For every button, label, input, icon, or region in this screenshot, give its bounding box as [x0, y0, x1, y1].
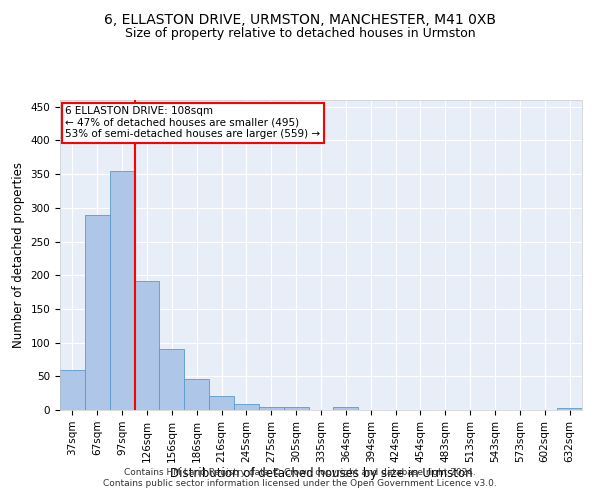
Bar	[209, 396, 234, 410]
Bar	[134, 282, 160, 410]
Bar	[334, 408, 358, 410]
Bar	[284, 408, 308, 410]
Bar	[160, 348, 184, 410]
Bar	[184, 379, 209, 410]
Text: Contains HM Land Registry data © Crown copyright and database right 2024.
Contai: Contains HM Land Registry data © Crown c…	[103, 468, 497, 487]
Bar	[259, 408, 284, 410]
Bar	[110, 172, 134, 410]
Text: 6, ELLASTON DRIVE, URMSTON, MANCHESTER, M41 0XB: 6, ELLASTON DRIVE, URMSTON, MANCHESTER, …	[104, 12, 496, 26]
Text: 6 ELLASTON DRIVE: 108sqm
← 47% of detached houses are smaller (495)
53% of semi-: 6 ELLASTON DRIVE: 108sqm ← 47% of detach…	[65, 106, 320, 140]
Bar	[85, 215, 110, 410]
Text: Size of property relative to detached houses in Urmston: Size of property relative to detached ho…	[125, 28, 475, 40]
Bar	[60, 370, 85, 410]
Bar	[557, 408, 582, 410]
Bar	[234, 404, 259, 410]
Y-axis label: Number of detached properties: Number of detached properties	[12, 162, 25, 348]
X-axis label: Distribution of detached houses by size in Urmston: Distribution of detached houses by size …	[170, 468, 472, 480]
